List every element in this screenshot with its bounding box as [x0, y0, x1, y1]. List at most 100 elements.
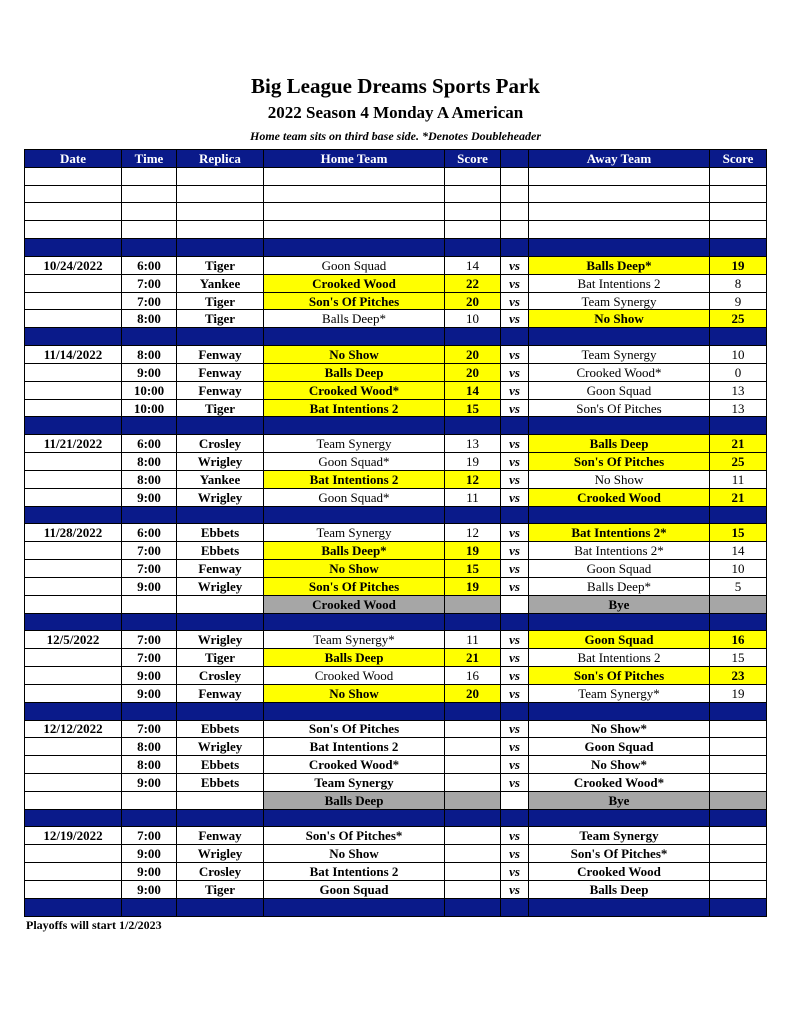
- game-replica: Fenway: [176, 826, 264, 846]
- empty-cell: [121, 166, 177, 186]
- empty-cell: [444, 238, 501, 257]
- empty-cell: [24, 416, 122, 436]
- game-row: 9:00 Fenway Balls Deep 20 vs Crooked Wood* 0: [24, 362, 767, 382]
- bye-label: Bye: [528, 594, 710, 614]
- empty-cell: [444, 327, 501, 347]
- game-row: 7:00 Tiger Son's Of Pitches 20 vs Team Synerg…: [24, 291, 767, 311]
- game-replica: Yankee: [176, 273, 264, 293]
- home-score: 14: [444, 255, 501, 275]
- game-row: 7:00 Yankee Crooked Wood 22 vs Bat Intentions…: [24, 273, 767, 293]
- empty-cell: [528, 808, 710, 828]
- empty-cell: [263, 202, 445, 222]
- home-team: Son's Of Pitches: [263, 576, 445, 596]
- game-time: 8:00: [121, 469, 177, 489]
- empty-cell: [24, 220, 122, 240]
- away-score: 16: [709, 630, 767, 650]
- home-score: [444, 879, 501, 899]
- empty-cell: [709, 416, 767, 436]
- away-score: [709, 844, 767, 864]
- game-replica: Ebbets: [176, 772, 264, 792]
- bye-row: Balls Deep Bye: [24, 790, 767, 810]
- empty-cell: [176, 701, 264, 721]
- game-time: 7:00: [121, 648, 177, 668]
- empty-cell: [528, 701, 710, 721]
- game-date: 10/24/2022: [24, 255, 122, 275]
- empty-cell: [121, 897, 177, 917]
- empty-cell: [500, 701, 529, 721]
- empty-cell: [444, 220, 501, 240]
- away-team: Team Synergy*: [528, 683, 710, 703]
- game-row: 9:00 Fenway No Show 20 vs Team Synergy* 19: [24, 683, 767, 703]
- home-team: Crooked Wood: [263, 666, 445, 685]
- empty-cell: [528, 327, 710, 347]
- home-score: [444, 844, 501, 864]
- separator-row: [24, 327, 767, 347]
- vs-label: vs: [500, 559, 529, 578]
- game-time: 10:00: [121, 380, 177, 400]
- game-row: 7:00 Ebbets Balls Deep* 19 vs Bat Intentions …: [24, 541, 767, 561]
- game-replica: Fenway: [176, 559, 264, 578]
- empty-cell: [709, 220, 767, 240]
- game-replica: Fenway: [176, 683, 264, 703]
- bye-label: Bye: [528, 790, 710, 810]
- empty-cell: [709, 790, 767, 810]
- empty-cell: [263, 897, 445, 917]
- col-time: Time: [121, 149, 177, 168]
- col-home-score: Score: [444, 149, 501, 168]
- game-row: 7:00 Fenway No Show 15 vs Goon Squad 10: [24, 559, 767, 578]
- game-date: [24, 755, 122, 774]
- vs-label: vs: [500, 291, 529, 311]
- game-row: 10:00 Tiger Bat Intentions 2 15 vs Son's Of P…: [24, 398, 767, 418]
- vs-label: vs: [500, 273, 529, 293]
- empty-cell: [263, 701, 445, 721]
- away-score: 15: [709, 648, 767, 668]
- game-date: [24, 559, 122, 578]
- vs-label: vs: [500, 879, 529, 899]
- home-team: Goon Squad*: [263, 452, 445, 471]
- home-score: 22: [444, 273, 501, 293]
- away-team: Goon Squad: [528, 737, 710, 757]
- game-row: 9:00 Crosley Crooked Wood 16 vs Son's Of Pitc…: [24, 666, 767, 685]
- game-date: [24, 469, 122, 489]
- empty-cell: [176, 505, 264, 525]
- home-score: 20: [444, 291, 501, 311]
- game-replica: Ebbets: [176, 541, 264, 561]
- away-score: [709, 826, 767, 846]
- empty-cell: [263, 238, 445, 257]
- away-team: Crooked Wood*: [528, 772, 710, 792]
- empty-cell: [528, 238, 710, 257]
- game-time: 7:00: [121, 559, 177, 578]
- empty-cell: [500, 416, 529, 436]
- game-time: 8:00: [121, 737, 177, 757]
- empty-cell: [121, 612, 177, 632]
- home-team: No Show: [263, 559, 445, 578]
- home-score: 19: [444, 576, 501, 596]
- home-score: [444, 862, 501, 881]
- game-replica: Ebbets: [176, 719, 264, 739]
- game-time: 8:00: [121, 309, 177, 329]
- separator-row: [24, 238, 767, 257]
- game-time: 6:00: [121, 523, 177, 543]
- vs-label: vs: [500, 255, 529, 275]
- empty-cell: [500, 166, 529, 186]
- game-time: 8:00: [121, 452, 177, 471]
- away-score: [709, 755, 767, 774]
- away-score: 13: [709, 398, 767, 418]
- bye-team: Crooked Wood: [263, 594, 445, 614]
- away-team: Goon Squad: [528, 559, 710, 578]
- empty-cell: [24, 238, 122, 257]
- home-score: 12: [444, 523, 501, 543]
- empty-cell: [528, 612, 710, 632]
- game-date: [24, 666, 122, 685]
- empty-cell: [24, 701, 122, 721]
- game-time: 9:00: [121, 666, 177, 685]
- home-score: 11: [444, 630, 501, 650]
- away-team: Son's Of Pitches*: [528, 844, 710, 864]
- empty-cell: [528, 897, 710, 917]
- empty-cell: [709, 612, 767, 632]
- empty-cell: [709, 897, 767, 917]
- away-team: Son's Of Pitches: [528, 452, 710, 471]
- empty-cell: [500, 897, 529, 917]
- home-team: Crooked Wood: [263, 273, 445, 293]
